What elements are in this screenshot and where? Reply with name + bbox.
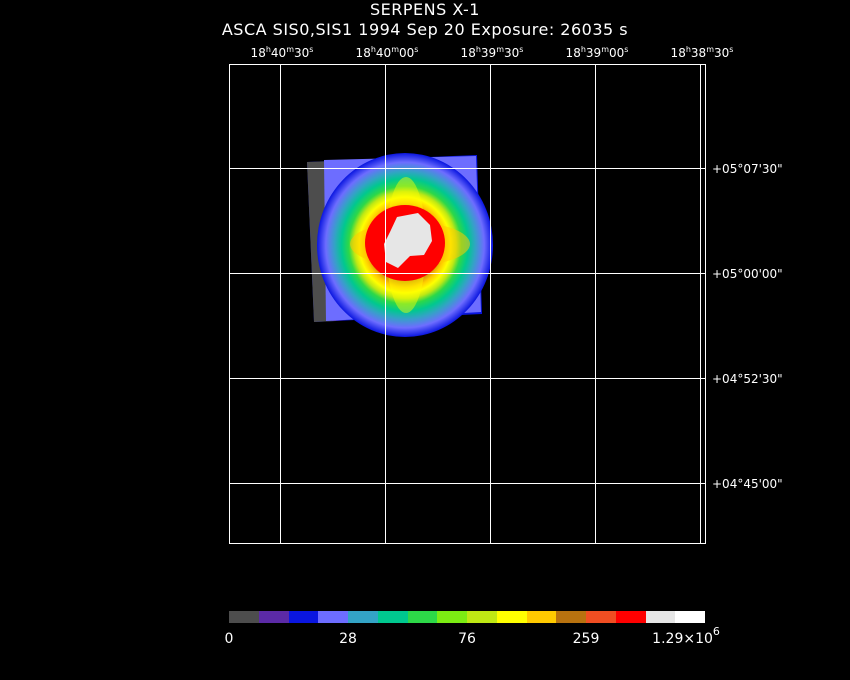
ra-unit: h [265,45,271,54]
colorbar-label: 0 [225,631,234,647]
colorbar-segment [646,611,675,623]
colorbar-label-text: 1.29×10 [652,631,713,647]
dec-label: +05°00'00" [712,267,783,281]
colorbar-segment [497,611,527,623]
colorbar-segment [318,611,348,623]
colorbar-label-text: 0 [224,631,234,647]
ra-unit: m [286,45,294,54]
dec-label: +04°52'30" [712,372,783,386]
source-core [384,213,432,268]
image-subtitle: ASCA SIS0,SIS1 1994 Sep 20 Exposure: 260… [221,20,629,39]
ra-value: 40 [375,46,392,60]
colorbar-segment [616,611,646,623]
ra-value: 30 [713,46,730,60]
colorbar-segment [259,611,289,623]
colorbar-label: 76 [458,631,476,647]
colorbar-label: 28 [339,631,357,647]
ra-value: 00 [608,46,625,60]
ra-unit: h [370,45,376,54]
ra-unit: h [475,45,481,54]
ra-unit: s [309,45,314,54]
colorbar-segment [467,611,497,623]
ra-unit: h [685,45,691,54]
colorbar-segment [527,611,556,623]
source-image [307,153,493,337]
dec-label: +04°45'00" [712,477,783,491]
ra-value: 18 [670,46,686,60]
colorbar-segment [289,611,318,623]
plot-frame [229,64,706,544]
coordinate-grid [229,64,705,543]
ra-value: 18 [250,46,266,60]
ra-value: 30 [293,46,310,60]
colorbar-segment [348,611,378,623]
colorbar-segment [675,611,705,623]
colorbar-label-text: 259 [572,631,600,647]
ra-value: 40 [270,46,287,60]
colorbar-label: 259 [573,631,600,647]
ra-value: 39 [480,46,497,60]
ra-value: 39 [585,46,602,60]
ra-value: 38 [690,46,707,60]
colorbar-segment [378,611,408,623]
colorbar-segment [556,611,586,623]
ra-unit: m [391,45,399,54]
ra-unit: s [519,45,524,54]
ra-value: 18 [565,46,581,60]
colorbar-segment [229,611,259,623]
colorbar-segment [437,611,467,623]
ra-unit: s [624,45,629,54]
dec-label: +05°07'30" [712,162,783,176]
colorbar-label-text: 28 [339,631,357,647]
ra-unit: m [706,45,714,54]
ra-label: 18h38m30s [670,45,734,61]
ra-label: 18h39m00s [565,45,629,61]
ra-label: 18h39m30s [460,45,524,61]
ra-unit: s [414,45,419,54]
colorbar-label-exponent: 6 [712,625,720,638]
ra-unit: m [496,45,504,54]
ra-unit: m [601,45,609,54]
ra-unit: s [729,45,734,54]
colorbar-label: 1.29×106 [652,626,720,647]
colorbar-label-text: 76 [458,631,476,647]
ra-unit: h [580,45,586,54]
ra-value: 30 [503,46,520,60]
ra-value: 00 [398,46,415,60]
colorbar-segment [408,611,437,623]
ra-label: 18h40m00s [355,45,419,61]
colorbar-segment [586,611,616,623]
ra-value: 18 [460,46,476,60]
image-title: SERPENS X-1 [370,0,480,19]
ra-value: 18 [355,46,371,60]
ra-label: 18h40m30s [250,45,314,61]
